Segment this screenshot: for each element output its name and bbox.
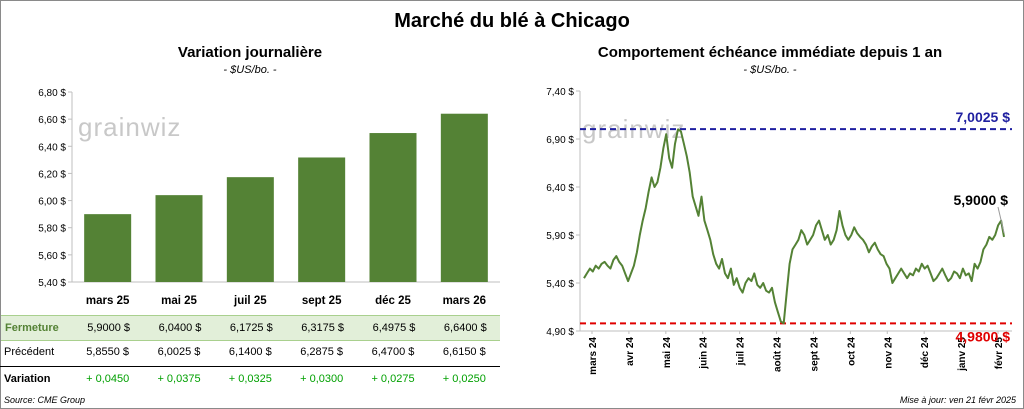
table-cell: + 0,0250 bbox=[442, 373, 486, 385]
update-note: Mise à jour: ven 21 févr 2025 bbox=[899, 395, 1016, 405]
y-tick-label: 7,40 $ bbox=[546, 87, 574, 98]
x-category-label: mars 25 bbox=[86, 295, 130, 307]
table-cell: 6,0025 $ bbox=[157, 346, 201, 358]
x-month-label: févr 25 bbox=[994, 337, 1005, 370]
y-tick-label: 6,00 $ bbox=[38, 197, 66, 208]
x-month-label: oct 24 bbox=[846, 337, 857, 366]
y-tick-label: 6,80 $ bbox=[38, 88, 66, 99]
y-tick-label: 5,40 $ bbox=[38, 278, 66, 289]
row-label: Précédent bbox=[4, 346, 55, 358]
y-tick-label: 4,90 $ bbox=[546, 327, 574, 338]
x-month-label: juil 24 bbox=[736, 337, 747, 367]
x-month-label: déc 24 bbox=[920, 337, 931, 369]
x-month-label: nov 24 bbox=[883, 337, 894, 369]
bar-juil-25 bbox=[226, 177, 274, 282]
x-month-label: juin 24 bbox=[699, 337, 710, 370]
one-year-high-label: 7,0025 $ bbox=[956, 109, 1011, 125]
daily-variation-bar-chart: 5,40 $ 5,60 $ 5,80 $ 6,00 $ 6,20 $ 6,40 $ 6,60… bbox=[38, 88, 500, 307]
y-tick-label: 5,60 $ bbox=[38, 251, 66, 262]
last-value-label: 5,9000 $ bbox=[954, 192, 1009, 208]
table-cell: + 0,0275 bbox=[371, 373, 415, 385]
table-cell: + 0,0450 bbox=[86, 373, 130, 385]
row-label: Fermeture bbox=[5, 322, 59, 334]
x-category-label: déc 25 bbox=[375, 295, 411, 307]
left-chart-unit: - $US/bo. - bbox=[223, 64, 277, 76]
table-cell: 5,9000 $ bbox=[87, 322, 131, 334]
x-month-label: janv 25 bbox=[957, 337, 968, 372]
x-month-label: août 24 bbox=[773, 337, 784, 372]
x-category-label: mars 26 bbox=[443, 295, 486, 307]
bar-mars-26 bbox=[440, 113, 488, 282]
source-note: Source: CME Group bbox=[4, 395, 86, 405]
price-line bbox=[583, 128, 1005, 325]
table-cell: + 0,0325 bbox=[228, 373, 272, 385]
y-tick-label: 5,40 $ bbox=[546, 279, 574, 290]
grainwiz-watermark: grainwiz bbox=[78, 112, 181, 142]
x-category-label: sept 25 bbox=[302, 295, 342, 307]
table-row: Précédent 5,8550 $ 6,0025 $ 6,1400 $ 6,2875 … bbox=[0, 340, 500, 364]
table-row: Fermeture 5,9000 $ 6,0400 $ 6,1725 $ 6,3175 … bbox=[1, 315, 500, 341]
table-cell: + 0,0375 bbox=[157, 373, 201, 385]
y-tick-label: 6,40 $ bbox=[546, 183, 574, 194]
x-month-label: mai 24 bbox=[662, 337, 673, 369]
last-value-leader bbox=[997, 206, 1005, 234]
y-tick-label: 6,60 $ bbox=[38, 115, 66, 126]
right-chart-title: Comportement échéance immédiate depuis 1… bbox=[597, 44, 943, 61]
table-cell: 6,2875 $ bbox=[300, 346, 344, 358]
y-tick-label: 6,20 $ bbox=[38, 169, 66, 180]
x-month-label: sept 24 bbox=[809, 337, 820, 372]
bar-mai-25 bbox=[155, 195, 203, 282]
y-tick-label: 6,90 $ bbox=[546, 135, 574, 146]
x-month-label: avr 24 bbox=[625, 337, 636, 366]
x-category-label: mai 25 bbox=[161, 295, 197, 307]
bar-déc-25 bbox=[369, 133, 417, 282]
y-tick-label: 5,90 $ bbox=[546, 231, 574, 242]
table-cell: 6,1400 $ bbox=[228, 346, 272, 358]
bar-sept-25 bbox=[298, 157, 346, 282]
x-month-label: mars 24 bbox=[588, 337, 599, 375]
table-cell: + 0,0300 bbox=[300, 373, 344, 385]
table-cell: 6,4975 $ bbox=[372, 322, 416, 334]
page-title: Marché du blé à Chicago bbox=[394, 10, 630, 32]
table-cell: 6,6150 $ bbox=[442, 346, 486, 358]
left-chart-title: Variation journalière bbox=[177, 44, 323, 61]
table-cell: 6,1725 $ bbox=[229, 322, 273, 334]
x-category-label: juil 25 bbox=[233, 295, 267, 307]
one-year-low-label: 4,9800 $ bbox=[956, 328, 1011, 344]
y-tick-label: 5,80 $ bbox=[38, 224, 66, 235]
right-chart-unit: - $US/bo. - bbox=[743, 64, 797, 76]
table-cell: 6,4700 $ bbox=[371, 346, 415, 358]
bar-mars-25 bbox=[84, 214, 132, 282]
table-cell: 6,0400 $ bbox=[158, 322, 202, 334]
table-cell: 5,8550 $ bbox=[86, 346, 130, 358]
table-row: Variation + 0,0450 + 0,0375 + 0,0325 + 0,030… bbox=[0, 366, 500, 391]
table-cell: 6,6400 $ bbox=[443, 322, 487, 334]
row-label: Variation bbox=[4, 373, 51, 385]
one-year-line-chart: 4,90 $5,40 $5,90 $6,40 $6,90 $7,40 $grai… bbox=[546, 87, 1012, 375]
y-tick-label: 6,40 $ bbox=[38, 142, 66, 153]
table-cell: 6,3175 $ bbox=[301, 322, 345, 334]
